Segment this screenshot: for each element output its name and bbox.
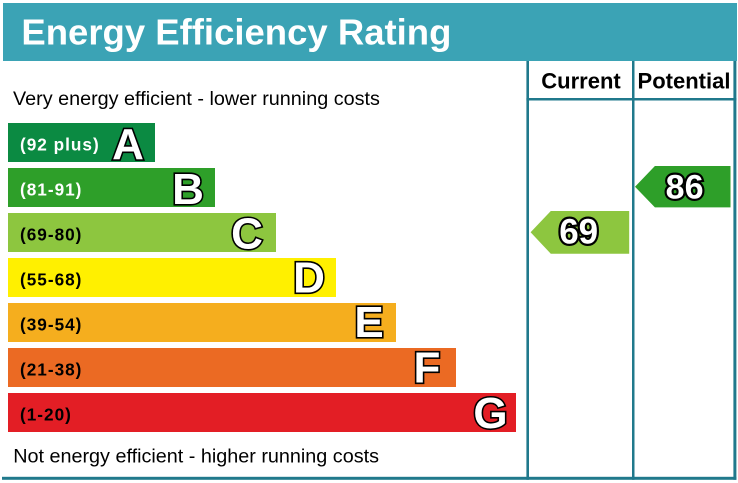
svg-text:Energy Efficiency Rating: Energy Efficiency Rating — [21, 11, 451, 52]
svg-text:(55-68): (55-68) — [20, 270, 82, 290]
svg-text:G: G — [473, 389, 507, 438]
svg-text:69: 69 — [559, 213, 598, 252]
svg-text:A: A — [112, 120, 144, 169]
svg-text:D: D — [293, 254, 325, 303]
svg-text:Current: Current — [541, 68, 621, 93]
svg-text:E: E — [354, 298, 383, 347]
svg-text:C: C — [231, 210, 263, 259]
svg-text:86: 86 — [666, 169, 704, 207]
svg-text:Very energy efficient - lower: Very energy efficient - lower running co… — [13, 88, 380, 110]
svg-text:(92 plus): (92 plus) — [20, 135, 100, 155]
svg-text:F: F — [414, 343, 441, 392]
svg-text:Potential: Potential — [638, 68, 731, 93]
svg-text:B: B — [172, 165, 204, 214]
svg-text:(39-54): (39-54) — [20, 315, 82, 335]
svg-text:(69-80): (69-80) — [20, 225, 82, 245]
svg-text:(81-91): (81-91) — [20, 180, 82, 200]
svg-text:(21-38): (21-38) — [20, 360, 82, 380]
svg-text:Not energy efficient - higher: Not energy efficient - higher running co… — [13, 446, 379, 468]
svg-text:(1-20): (1-20) — [20, 405, 72, 425]
